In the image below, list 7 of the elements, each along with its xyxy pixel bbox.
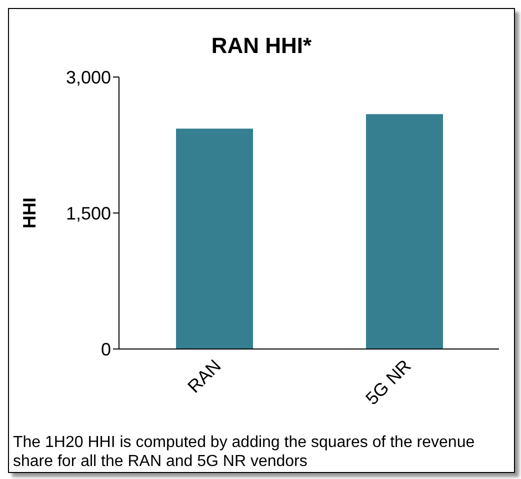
y-axis-title: HHI [19, 198, 40, 228]
chart-title: RAN HHI* [210, 32, 313, 59]
y-tick-label: 3,000 [66, 67, 111, 88]
y-tick-label: 1,500 [66, 203, 111, 224]
y-tick-label: 0 [100, 339, 111, 360]
x-tick-label: 5G NR [362, 356, 415, 409]
text: The 1H20 HHI is computed by adding the squares of the revenue share for all the RAN and 5G NR vendors [13, 433, 476, 471]
